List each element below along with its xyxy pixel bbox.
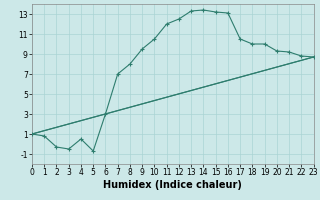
X-axis label: Humidex (Indice chaleur): Humidex (Indice chaleur) <box>103 180 242 190</box>
